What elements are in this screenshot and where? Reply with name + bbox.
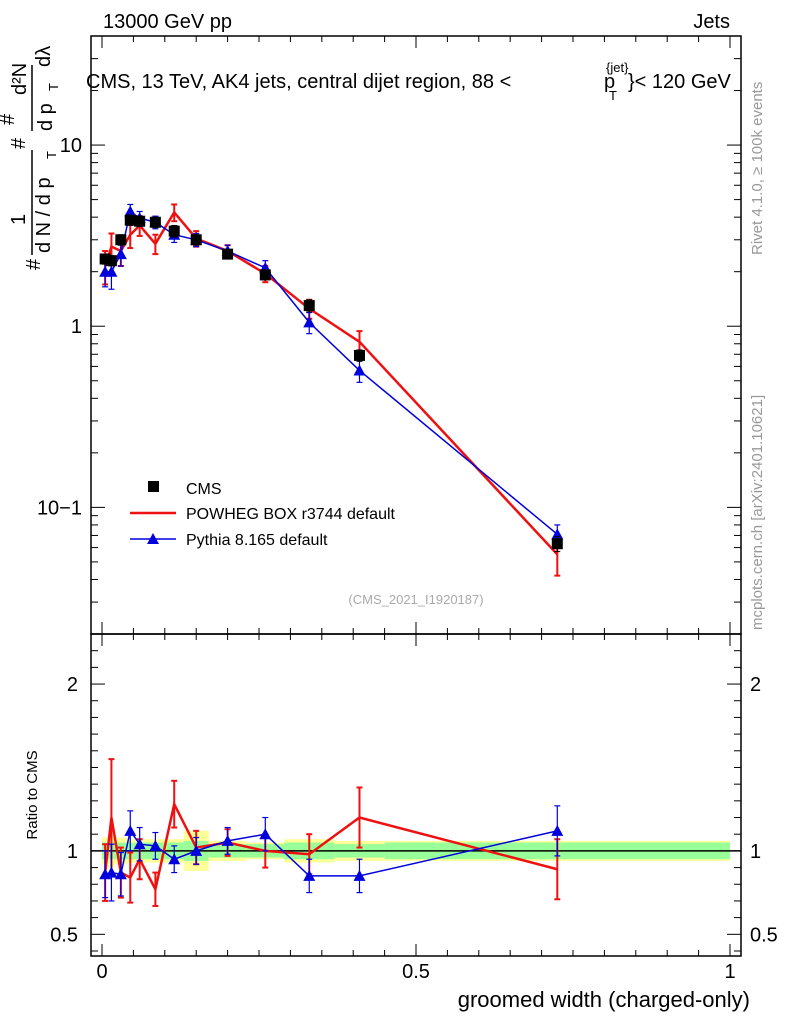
main-y-tick-label: 10−1 bbox=[37, 497, 82, 519]
ylabel-hash-top: # bbox=[0, 113, 19, 125]
rivet-version-label: Rivet 4.1.0, ≥ 100k events bbox=[749, 82, 766, 255]
cms-point bbox=[303, 300, 315, 312]
cms-point bbox=[149, 216, 161, 228]
plot-title-p: p bbox=[604, 71, 615, 93]
cms-point bbox=[99, 253, 111, 265]
ratio-ylabel: Ratio to CMS bbox=[24, 750, 41, 839]
pythia-point bbox=[353, 364, 366, 376]
powheg-line bbox=[103, 210, 559, 556]
ratio-y-tick-label-right: 0.5 bbox=[750, 924, 778, 946]
legend: CMS POWHEG BOX r3744 default Pythia 8.16… bbox=[130, 481, 396, 549]
cms-point bbox=[353, 349, 365, 361]
analysis-watermark: (CMS_2021_I1920187) bbox=[348, 592, 483, 607]
ratio-pythia-point bbox=[303, 869, 316, 881]
pythia-point bbox=[114, 248, 127, 260]
ratio-pythia-point bbox=[105, 866, 118, 878]
cms-point bbox=[134, 215, 146, 227]
pythia-line bbox=[105, 210, 558, 535]
cms-point bbox=[190, 234, 202, 246]
cms-point bbox=[124, 214, 136, 226]
ratio-y-tick-label-right: 2 bbox=[750, 674, 761, 696]
ratio-pythia-point bbox=[259, 828, 272, 840]
legend-powheg-label: POWHEG BOX r3744 default bbox=[186, 506, 396, 523]
xaxis-title: groomed width (charged-only) bbox=[458, 987, 750, 1012]
energy-label: 13000 GeV pp bbox=[103, 11, 232, 33]
category-label: Jets bbox=[693, 11, 730, 33]
ylabel-t-sub: T bbox=[44, 151, 59, 159]
ratio-pythia-point bbox=[124, 824, 137, 836]
ratio-plot-area: 0 0.5 1 0.5 0.5 1 1 2 2 bbox=[50, 634, 778, 983]
ratio-y-tick-label: 0.5 bbox=[50, 924, 78, 946]
cms-point bbox=[168, 225, 180, 237]
main-ylabel: # 1 d N / d p T # # d²N d p T dλ bbox=[0, 46, 61, 270]
plot-title-prefix: CMS, 13 TeV, AK4 jets, central dijet reg… bbox=[86, 71, 511, 93]
pythia-point bbox=[124, 205, 137, 217]
cms-point bbox=[259, 269, 271, 281]
x-tick-label: 0.5 bbox=[402, 961, 430, 983]
ratio-pythia-point bbox=[190, 844, 203, 856]
ylabel-hash-mid: # bbox=[8, 137, 30, 149]
legend-pythia-label: Pythia 8.165 default bbox=[186, 532, 328, 549]
legend-cms-label: CMS bbox=[186, 481, 222, 498]
plot-title-suffix: }< 120 GeV bbox=[628, 71, 732, 93]
ylabel-d2n: d²N bbox=[9, 63, 31, 95]
ratio-pythia-point bbox=[221, 834, 234, 846]
ylabel-dlam: dλ bbox=[33, 46, 55, 67]
cms-point bbox=[105, 255, 117, 267]
x-tick-label: 0 bbox=[96, 961, 107, 983]
legend-cms-marker bbox=[148, 481, 159, 492]
cms-point bbox=[222, 248, 234, 260]
ylabel-dp: d p bbox=[35, 103, 57, 131]
ratio-y-tick-label-right: 1 bbox=[750, 841, 761, 863]
plot-title: CMS, 13 TeV, AK4 jets, central dijet reg… bbox=[86, 60, 732, 103]
ratio-pythia-point bbox=[114, 868, 127, 880]
ylabel-one: 1 bbox=[8, 214, 30, 225]
ratio-plot-frame bbox=[90, 633, 742, 957]
ratio-pythia-point bbox=[133, 838, 146, 850]
ylabel-dn: d N / d p bbox=[33, 177, 55, 253]
ratio-pythia-point bbox=[353, 869, 366, 881]
cms-point bbox=[551, 538, 563, 550]
main-y-tick-label: 10 bbox=[60, 135, 82, 157]
ratio-pythia-point bbox=[149, 839, 162, 851]
pythia-point bbox=[303, 316, 316, 328]
cms-point bbox=[115, 234, 127, 246]
main-plot-area: 10−1 1 10 bbox=[37, 35, 741, 635]
ratio-y-tick-label: 1 bbox=[67, 841, 78, 863]
legend-pythia-marker bbox=[147, 533, 159, 544]
plot-title-sup-jet: {jet} bbox=[606, 60, 629, 75]
x-tick-label: 1 bbox=[724, 961, 735, 983]
ratio-y-tick-label: 2 bbox=[67, 674, 78, 696]
mcplots-label: mcplots.cern.ch [arXiv:2401.10621] bbox=[749, 395, 766, 630]
main-y-tick-label: 1 bbox=[71, 316, 82, 338]
ratio-pythia-point bbox=[168, 853, 181, 865]
ratio-pythia-point bbox=[551, 824, 564, 836]
ylabel-hash-left: # bbox=[23, 258, 45, 270]
plot-title-sub-t: T bbox=[609, 88, 617, 103]
ylabel-t-sub-2: T bbox=[46, 83, 61, 91]
pythia-point bbox=[105, 265, 118, 277]
